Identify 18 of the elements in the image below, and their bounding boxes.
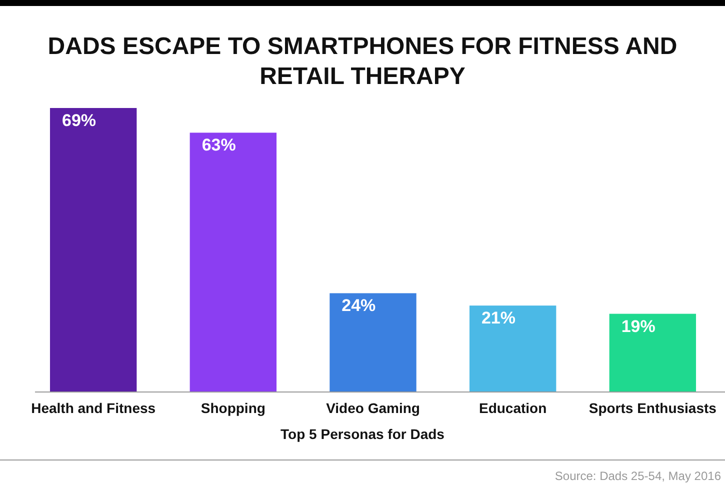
- data-label: 24%: [342, 296, 376, 316]
- bar: [50, 108, 137, 392]
- bar: [469, 306, 556, 392]
- x-axis-title: Top 5 Personas for Dads: [280, 426, 445, 442]
- x-tick-label: Video Gaming: [326, 400, 420, 416]
- data-label: 21%: [481, 308, 516, 328]
- x-tick-label: Education: [478, 400, 547, 416]
- source-note: Source: Dads 25-54, May 2016: [554, 469, 722, 483]
- data-label: 63%: [202, 136, 236, 155]
- bar: [330, 293, 416, 392]
- bar: [609, 314, 696, 392]
- x-tick-label: Health and Fitness: [31, 400, 156, 416]
- x-tick-label: Sports Enthusiasts: [588, 400, 717, 416]
- bar: [190, 132, 277, 392]
- x-tick-label: Shopping: [200, 400, 266, 416]
- data-label: 19%: [621, 316, 656, 336]
- chart-title: DADS ESCAPE TO SMARTPHONES FOR FITNESS AND RETAIL THERAPY: [48, 33, 678, 90]
- data-label: 69%: [62, 111, 96, 130]
